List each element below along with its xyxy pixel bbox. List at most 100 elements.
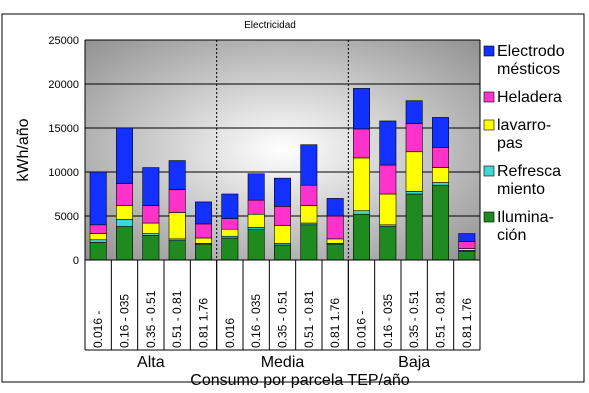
bar-segment <box>221 193 239 219</box>
bar-segment <box>247 213 265 228</box>
bar-segment <box>353 210 370 215</box>
legend-label: mésticos <box>497 61 560 78</box>
bar-segment <box>142 235 160 261</box>
bar-segment <box>405 151 423 192</box>
bar-segment <box>274 244 291 261</box>
legend-label: Electrodo <box>497 43 565 60</box>
bar-segment <box>300 224 318 261</box>
bar-segment <box>195 223 212 239</box>
bar-segment <box>221 218 239 230</box>
x-group-label: Baja <box>398 354 430 371</box>
x-category-label: 0.35 - 0.51 <box>144 290 158 348</box>
x-category-label: 0.81 1.76 <box>460 298 474 348</box>
bar-segment <box>168 212 186 240</box>
bar-segment <box>300 205 318 224</box>
bar-segment <box>353 88 370 130</box>
x-category-labels: 0.016 - 0.16 - 035 0.35 - 0.51 0.51 - 0.81 0… <box>91 260 474 350</box>
y-tick-label: 10000 <box>48 167 79 179</box>
bar-segment <box>116 183 133 206</box>
bar-segment <box>142 167 160 206</box>
bar-segment <box>168 240 186 261</box>
bar-segment <box>432 147 449 168</box>
x-category-label: 0.16 - 035 <box>118 294 132 348</box>
bar-segment <box>247 199 265 215</box>
x-group-labels: Alta Media Baja <box>137 354 430 371</box>
x-category-label: 0.16 - 035 <box>249 294 263 348</box>
bar-segment <box>89 242 107 261</box>
bar-segment <box>379 226 397 261</box>
bar-segment <box>405 123 423 153</box>
bar-segment <box>405 193 423 261</box>
x-group-label: Alta <box>137 354 165 371</box>
bar-segment <box>432 184 449 261</box>
bar-segment <box>300 144 318 186</box>
bar-segment <box>116 219 133 227</box>
x-category-label: 0.016 - <box>91 311 105 348</box>
legend-label: Ilumina- <box>497 209 554 226</box>
bar-segment <box>274 225 291 244</box>
legend-label: Heladera <box>497 89 562 106</box>
bar-segment <box>326 238 344 244</box>
bar-segment <box>168 189 186 213</box>
bar-segment <box>300 184 318 206</box>
bar-segment <box>195 201 212 225</box>
bar-segment <box>353 128 370 159</box>
x-category-label: 0.016 - <box>355 311 369 348</box>
x-category-label: 0.16 - 035 <box>381 294 395 348</box>
bar-segment <box>247 228 265 261</box>
x-category-label: 0.35 - 0.51 <box>276 290 290 348</box>
bar-segment <box>326 243 344 261</box>
bar-segment <box>274 206 291 226</box>
x-category-label: 0.81 1.76 <box>328 298 342 348</box>
x-category-label: 0.51 - 0.81 <box>434 290 448 348</box>
bar-segment <box>89 171 107 226</box>
x-axis-label: Consumo por parcela TEP/año <box>190 372 409 388</box>
bar-segment <box>195 237 212 244</box>
bars <box>89 88 476 261</box>
y-tick-label: 25000 <box>48 35 79 47</box>
bar-segment <box>379 193 397 226</box>
bar-segment <box>353 157 370 212</box>
x-category-label: 0.51 - 0.81 <box>302 290 316 348</box>
bar-segment <box>274 177 291 207</box>
bar-segment <box>326 198 344 217</box>
y-tick-label: 20000 <box>48 79 79 91</box>
y-tick-label: 15000 <box>48 123 79 135</box>
legend-swatch <box>483 45 495 57</box>
legend-label: pas <box>497 135 523 152</box>
bar-segment <box>432 167 449 183</box>
bar-segment <box>89 233 107 241</box>
bar-segment <box>326 215 344 240</box>
bar-segment <box>405 191 423 195</box>
y-axis-label: kWh/año <box>15 118 32 181</box>
bar-segment <box>379 164 397 195</box>
bar-segment <box>89 239 107 243</box>
legend-swatch <box>483 165 495 177</box>
bar-segment <box>458 250 476 261</box>
bar-segment <box>379 120 397 166</box>
y-tick-label: 0 <box>73 255 79 267</box>
chart-title: Electricidad <box>244 20 296 31</box>
legend-label: Refresca <box>497 163 561 180</box>
y-tick-labels: 0 5000 10000 15000 20000 25000 <box>48 35 79 267</box>
bar-segment <box>195 243 212 261</box>
bar-segment <box>247 173 265 201</box>
x-category-label: 0.51 - 0.81 <box>170 290 184 348</box>
bar-segment <box>116 127 133 184</box>
x-category-label: 0.35 - 0.51 <box>407 290 421 348</box>
legend-swatch <box>483 211 495 223</box>
legend-swatch <box>483 91 495 103</box>
bar-segment <box>168 160 186 190</box>
x-category-label: 0.81 1.76 <box>197 298 211 348</box>
legend-swatch <box>483 119 495 131</box>
bar-segment <box>221 228 239 237</box>
bar-segment <box>142 205 160 224</box>
bar-segment <box>142 222 160 234</box>
bar-segment <box>353 213 370 261</box>
bar-segment <box>116 205 133 220</box>
legend-label: miento <box>497 181 545 198</box>
x-group-label: Media <box>261 354 305 371</box>
